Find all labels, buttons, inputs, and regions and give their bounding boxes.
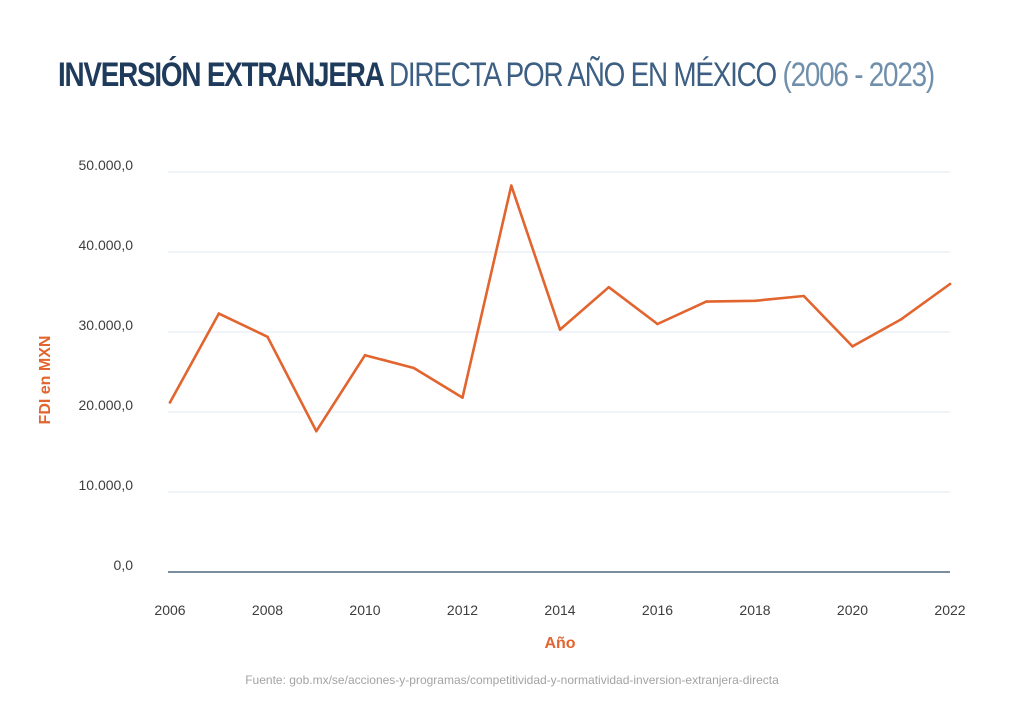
source-note: Fuente: gob.mx/se/acciones-y-programas/c… (245, 673, 779, 687)
data-point (802, 294, 806, 298)
data-point (607, 285, 611, 289)
data-point (851, 345, 854, 348)
series-line (168, 184, 952, 433)
title-part-3: (2006 - 2023) (782, 56, 936, 94)
x-tick-label: 2008 (252, 602, 283, 618)
y-tick-label: 0,0 (114, 557, 134, 573)
data-point (704, 300, 708, 303)
series-layer (168, 184, 952, 433)
x-tick-label: 2022 (934, 602, 965, 618)
y-tick-label: 40.000,0 (79, 237, 134, 253)
data-point (412, 366, 416, 370)
data-point (266, 335, 269, 339)
data-point (217, 312, 221, 315)
x-tick-label: 2016 (642, 602, 673, 618)
x-tick-label: 2012 (447, 602, 478, 618)
y-tick-label: 50.000,0 (79, 157, 134, 173)
data-point (461, 396, 464, 399)
data-point (948, 282, 952, 286)
data-point (656, 322, 659, 326)
x-axis-ticks: 2006 2008 2010 2012 2014 2016 2018 2020 2022 (154, 602, 965, 618)
title-part-2: DIRECTA POR AÑO EN MÉXICO (388, 56, 777, 94)
y-axis-label: FDI en MXN (37, 336, 54, 425)
data-point (509, 184, 513, 187)
x-tick-label: 2006 (154, 602, 185, 618)
y-tick-label: 30.000,0 (79, 317, 134, 333)
data-point (314, 429, 318, 433)
title-part-1: INVERSIÓN EXTRANJERA (58, 56, 384, 94)
gridlines (168, 171, 950, 573)
x-tick-label: 2018 (739, 602, 770, 618)
data-point (753, 299, 757, 303)
x-axis-label: Año (544, 635, 575, 652)
y-tick-label: 20.000,0 (79, 397, 134, 413)
x-tick-label: 2010 (349, 602, 380, 618)
chart-title: INVERSIÓN EXTRANJERA DIRECTA POR AÑO EN … (58, 56, 936, 94)
data-point (558, 328, 562, 331)
y-axis-ticks: 0,0 10.000,0 20.000,0 30.000,0 40.000,0 50.00… (79, 157, 134, 573)
data-point (363, 353, 367, 357)
data-point (168, 401, 172, 404)
x-tick-label: 2020 (837, 602, 868, 618)
x-tick-label: 2014 (544, 602, 575, 618)
data-point (899, 317, 903, 321)
y-tick-label: 10.000,0 (79, 477, 134, 493)
